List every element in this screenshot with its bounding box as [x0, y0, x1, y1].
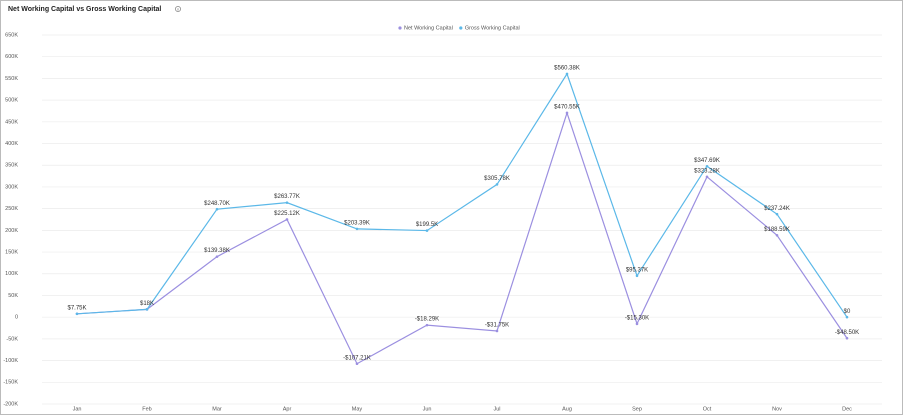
data-label: $95.37K [626, 267, 648, 273]
data-point [425, 323, 429, 327]
data-label: $7.75K [67, 305, 86, 311]
data-point [355, 362, 359, 366]
x-tick-label: Sep [632, 406, 642, 412]
data-label: $305.78K [484, 176, 510, 182]
data-label: $237.24K [764, 206, 790, 212]
data-point [705, 175, 709, 179]
data-point [215, 207, 219, 211]
data-label: $347.69K [694, 158, 720, 164]
y-tick-label: 550K [5, 76, 18, 82]
legend-marker [459, 26, 463, 30]
y-tick-label: 100K [5, 271, 18, 277]
data-point [495, 183, 499, 186]
data-point [495, 329, 499, 333]
data-label: $323.28K [694, 168, 720, 174]
x-tick-label: Jan [73, 406, 82, 412]
data-point [775, 212, 779, 216]
data-label: $203.39K [344, 220, 370, 226]
data-point [635, 274, 639, 278]
y-tick-label: 400K [5, 141, 18, 147]
data-point [355, 227, 359, 231]
data-point [425, 229, 429, 232]
x-tick-label: Feb [142, 406, 151, 412]
legend-label: Gross Working Capital [465, 25, 520, 31]
y-tick-label: 150K [5, 250, 18, 256]
info-icon[interactable] [175, 6, 181, 12]
x-tick-label: Aug [562, 406, 572, 412]
x-tick-label: Jul [493, 406, 500, 412]
y-tick-label: 450K [5, 119, 18, 125]
x-tick-label: Nov [772, 406, 782, 412]
legend-marker [398, 26, 402, 30]
y-tick-label: 0 [15, 315, 18, 321]
y-tick-label: 300K [5, 184, 18, 190]
data-label: $225.12K [274, 211, 300, 217]
x-tick-label: Oct [703, 406, 712, 412]
data-point [845, 336, 849, 340]
data-point [775, 234, 779, 237]
data-label: -$48.50K [835, 330, 859, 336]
data-point [565, 72, 569, 76]
x-tick-label: Apr [283, 406, 292, 412]
y-tick-label: -50K [6, 336, 18, 342]
data-point [285, 201, 289, 204]
legend-label: Net Working Capital [404, 25, 453, 31]
data-label: $199.5K [416, 222, 438, 228]
data-point [145, 308, 149, 311]
series-line [76, 110, 848, 365]
y-tick-label: 250K [5, 206, 18, 212]
data-label: $560.38K [554, 65, 580, 71]
data-point [215, 255, 219, 258]
y-tick-label: 600K [5, 54, 18, 60]
x-tick-label: May [352, 406, 363, 412]
y-tick-label: 350K [5, 163, 18, 169]
data-label: -$31.75K [485, 323, 509, 329]
data-label: $188.59K [764, 227, 790, 233]
y-tick-label: -100K [3, 358, 18, 364]
y-tick-label: 200K [5, 228, 18, 234]
series-line [76, 72, 848, 318]
x-tick-label: Mar [212, 406, 222, 412]
y-tick-label: 500K [5, 98, 18, 104]
data-label: $18K [140, 301, 154, 307]
data-label: $470.55K [554, 104, 580, 110]
data-label: $263.77K [274, 194, 300, 200]
y-tick-label: -150K [3, 380, 18, 386]
data-label: -$107.21K [343, 355, 371, 361]
data-point [75, 312, 79, 316]
data-label: -$15.30K [625, 315, 649, 321]
data-label: -$18.29K [415, 317, 439, 323]
data-point [285, 218, 289, 221]
data-point [705, 164, 709, 168]
y-tick-label: 650K [5, 32, 18, 38]
data-label: $0 [844, 309, 851, 315]
y-tick-label: -200K [3, 401, 18, 407]
data-label: $248.70K [204, 201, 230, 207]
data-point [845, 315, 849, 319]
data-point [565, 111, 569, 115]
y-tick-label: 50K [8, 293, 18, 299]
data-label: $139.38K [204, 248, 230, 254]
data-point [635, 322, 639, 326]
chart-title: Net Working Capital vs Gross Working Cap… [8, 6, 161, 13]
x-tick-label: Dec [842, 406, 852, 412]
x-tick-label: Jun [423, 406, 432, 412]
